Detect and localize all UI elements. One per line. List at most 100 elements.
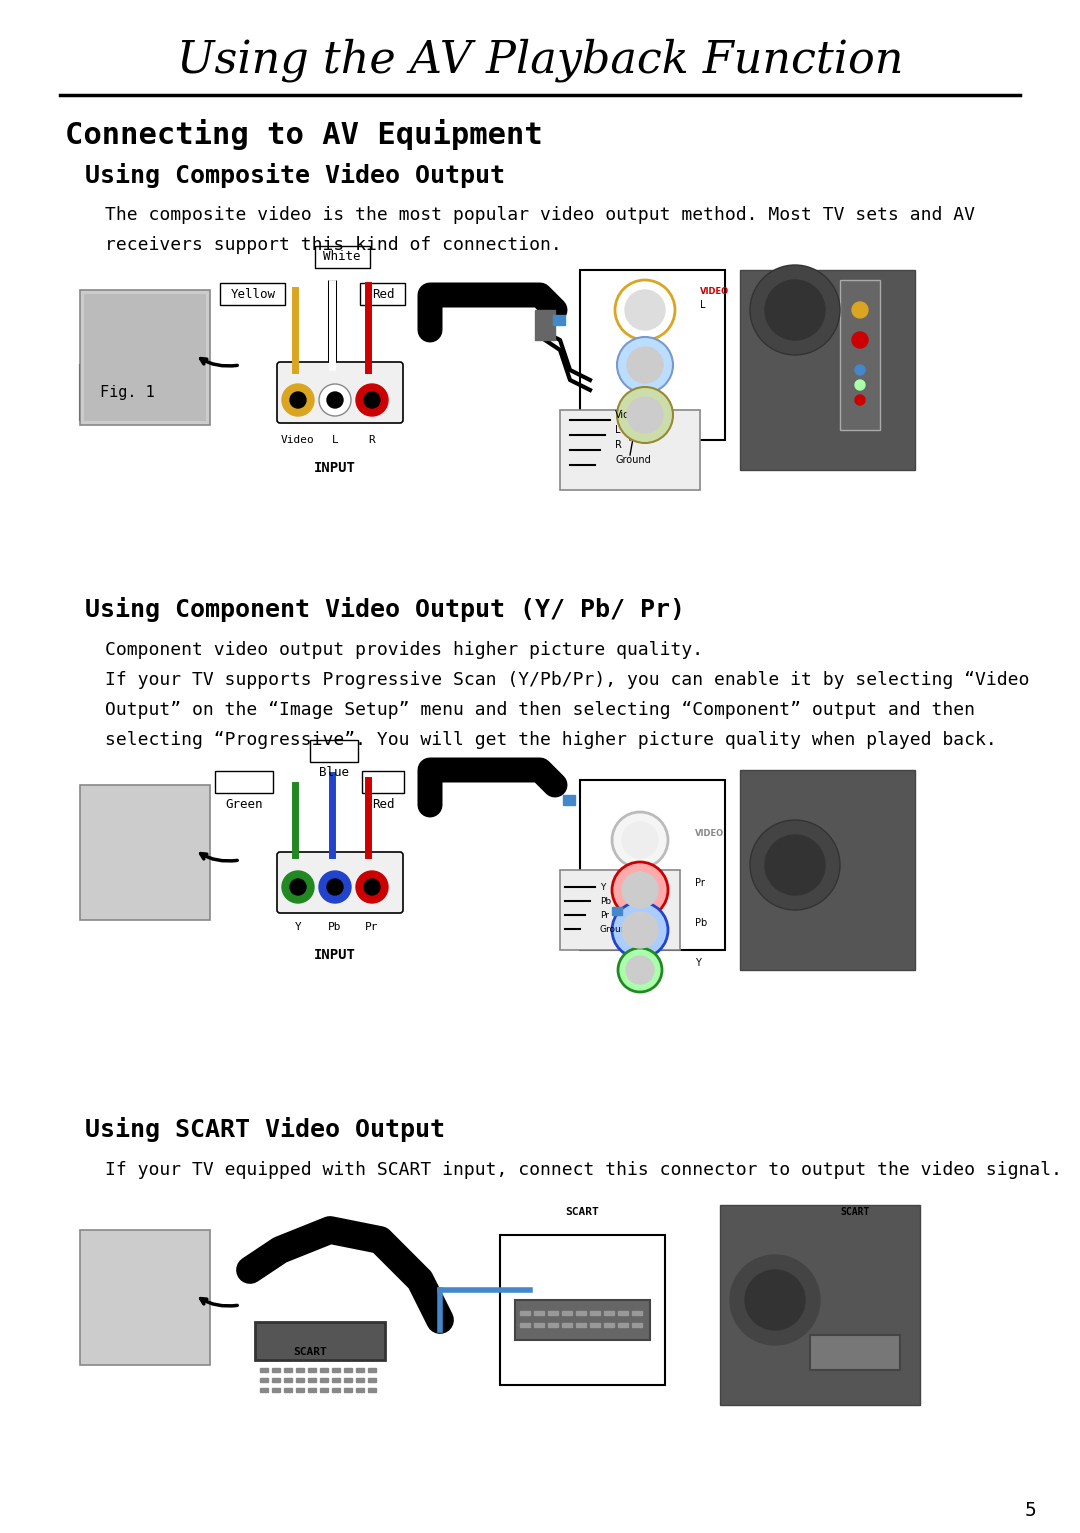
Bar — [553, 314, 565, 325]
Bar — [345, 1387, 352, 1392]
Text: Pr: Pr — [696, 878, 705, 888]
Text: Pr: Pr — [365, 921, 379, 932]
Text: Ground: Ground — [615, 455, 651, 464]
FancyBboxPatch shape — [220, 284, 285, 305]
Text: Pb: Pb — [600, 897, 611, 906]
Circle shape — [617, 337, 673, 392]
Circle shape — [750, 265, 840, 356]
Text: VIDEO: VIDEO — [700, 288, 729, 296]
FancyBboxPatch shape — [515, 1300, 650, 1340]
FancyBboxPatch shape — [740, 270, 915, 471]
Circle shape — [765, 835, 825, 895]
Circle shape — [750, 820, 840, 911]
FancyBboxPatch shape — [840, 281, 880, 429]
Bar — [272, 1387, 280, 1392]
FancyBboxPatch shape — [80, 785, 210, 920]
Text: L: L — [615, 425, 621, 435]
FancyBboxPatch shape — [80, 290, 210, 425]
FancyBboxPatch shape — [255, 1321, 384, 1360]
Bar — [368, 1378, 376, 1383]
FancyBboxPatch shape — [80, 365, 175, 420]
Bar — [563, 796, 575, 805]
Circle shape — [627, 397, 663, 432]
Circle shape — [622, 912, 658, 947]
Circle shape — [627, 346, 663, 383]
FancyBboxPatch shape — [84, 294, 206, 422]
FancyBboxPatch shape — [276, 852, 403, 914]
FancyBboxPatch shape — [80, 1229, 210, 1364]
FancyBboxPatch shape — [740, 770, 915, 970]
Circle shape — [612, 812, 669, 868]
Circle shape — [356, 383, 388, 415]
Text: Using SCART Video Output: Using SCART Video Output — [85, 1118, 445, 1142]
Text: If your TV equipped with SCART input, connect this connector to output the video: If your TV equipped with SCART input, co… — [105, 1160, 1062, 1179]
Text: Y: Y — [295, 921, 301, 932]
Bar — [590, 1323, 600, 1328]
Circle shape — [622, 872, 658, 908]
Bar — [519, 1323, 530, 1328]
FancyBboxPatch shape — [810, 1335, 900, 1371]
Bar — [604, 1311, 615, 1315]
Circle shape — [319, 871, 351, 903]
Circle shape — [855, 365, 865, 376]
Circle shape — [291, 878, 306, 895]
Bar — [284, 1378, 292, 1383]
Circle shape — [625, 290, 665, 330]
Bar — [604, 1323, 615, 1328]
Text: Pb: Pb — [328, 921, 341, 932]
Text: Using the AV Playback Function: Using the AV Playback Function — [177, 38, 903, 81]
Text: If your TV supports Progressive Scan (Y/Pb/Pr), you can enable it by selecting “: If your TV supports Progressive Scan (Y/… — [105, 671, 1029, 688]
Bar — [632, 1311, 642, 1315]
Circle shape — [622, 822, 658, 858]
Bar — [296, 1387, 303, 1392]
Text: 5: 5 — [1024, 1501, 1036, 1519]
Text: L: L — [332, 435, 338, 445]
Text: Red: Red — [372, 288, 394, 300]
Text: R: R — [615, 440, 622, 451]
Bar — [272, 1367, 280, 1372]
Circle shape — [291, 392, 306, 408]
Circle shape — [852, 302, 868, 317]
Text: Fig. 1: Fig. 1 — [99, 385, 154, 400]
Circle shape — [364, 878, 380, 895]
FancyBboxPatch shape — [310, 740, 357, 762]
Text: Yellow: Yellow — [230, 288, 275, 300]
Bar — [284, 1367, 292, 1372]
Bar — [296, 1367, 303, 1372]
Text: Red: Red — [372, 797, 394, 811]
Text: SCART: SCART — [565, 1206, 599, 1217]
Circle shape — [612, 901, 669, 958]
Bar — [345, 1367, 352, 1372]
Text: selecting “Progressive”. You will get the higher picture quality when played bac: selecting “Progressive”. You will get th… — [105, 731, 997, 750]
Bar — [535, 310, 555, 340]
Text: Connecting to AV Equipment: Connecting to AV Equipment — [65, 120, 543, 150]
FancyBboxPatch shape — [561, 409, 700, 491]
Circle shape — [852, 333, 868, 348]
FancyBboxPatch shape — [580, 270, 725, 440]
Text: SCART: SCART — [840, 1206, 869, 1217]
Bar — [618, 1311, 627, 1315]
Bar — [612, 908, 622, 915]
Text: Pb: Pb — [696, 918, 707, 927]
Bar — [308, 1378, 316, 1383]
Bar — [272, 1378, 280, 1383]
Text: SCART: SCART — [293, 1348, 327, 1357]
Circle shape — [612, 862, 669, 918]
FancyBboxPatch shape — [315, 245, 370, 268]
Text: Blue: Blue — [319, 766, 349, 779]
Text: Video: Video — [615, 409, 643, 420]
Circle shape — [730, 1256, 820, 1344]
Text: Output” on the “Image Setup” menu and then selecting “Component” output and then: Output” on the “Image Setup” menu and th… — [105, 701, 975, 719]
Text: Component video output provides higher picture quality.: Component video output provides higher p… — [105, 641, 703, 659]
Bar — [260, 1367, 268, 1372]
Bar — [519, 1311, 530, 1315]
Bar — [320, 1367, 328, 1372]
FancyBboxPatch shape — [215, 771, 273, 793]
Bar — [356, 1367, 364, 1372]
FancyBboxPatch shape — [561, 871, 680, 950]
Text: White: White — [323, 250, 361, 264]
Bar — [332, 1387, 340, 1392]
Circle shape — [364, 392, 380, 408]
Circle shape — [765, 281, 825, 340]
Bar — [576, 1311, 586, 1315]
